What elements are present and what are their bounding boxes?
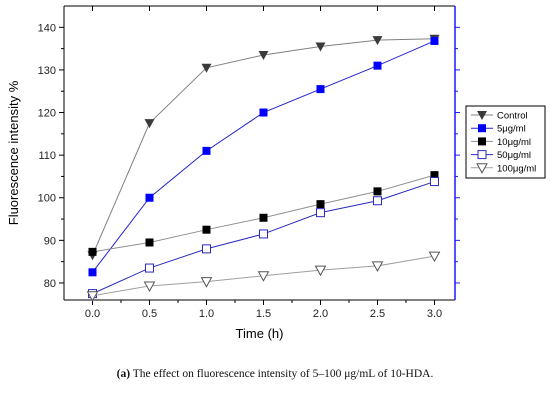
y-tick-label: 90 — [44, 235, 56, 247]
y-tick-label: 140 — [38, 22, 56, 34]
x-axis-title: Time (h) — [236, 326, 284, 341]
line-chart: 0.0 0.5 1.0 1.5 2.0 2.5 3.0 80 90 100 110 120 130 140… — [6, 5, 546, 341]
legend-label: 5μg/ml — [497, 124, 526, 135]
data-point — [200, 277, 213, 288]
data-point — [88, 247, 97, 256]
data-point — [145, 238, 154, 247]
data-point — [316, 200, 325, 209]
data-point — [259, 213, 268, 222]
y-tick-label: 80 — [44, 278, 56, 290]
data-point — [373, 61, 382, 70]
series-2 — [88, 171, 439, 256]
data-point — [145, 193, 154, 202]
series-line — [92, 174, 435, 253]
data-point — [202, 225, 211, 234]
data-point — [202, 146, 211, 155]
y-tick-label: 130 — [38, 65, 56, 77]
series-1 — [88, 36, 439, 277]
x-tick-label: 1.0 — [199, 308, 214, 320]
series-0 — [87, 34, 440, 261]
data-point — [258, 229, 268, 239]
data-point — [201, 63, 212, 73]
legend-marker — [476, 163, 488, 174]
legend-label: 50μg/ml — [497, 150, 531, 161]
data-point — [257, 271, 270, 282]
data-point — [430, 171, 439, 180]
legend-marker — [478, 124, 486, 133]
y-tick-label: 110 — [38, 150, 56, 162]
caption-label: (a) — [116, 368, 131, 380]
data-point — [372, 36, 383, 46]
data-point — [315, 208, 325, 218]
data-point — [428, 251, 441, 263]
data-point — [86, 291, 99, 302]
figure-caption: (a) The effect on fluorescence intensity… — [0, 368, 550, 380]
data-point — [143, 281, 156, 292]
y-axis-title: Fluorescence intensity % — [6, 80, 21, 225]
legend-label: Control — [497, 111, 528, 122]
data-point — [144, 263, 154, 273]
data-point — [258, 51, 269, 60]
data-point — [314, 265, 327, 277]
legend-label: 10μg/ml — [497, 137, 531, 148]
data-point — [144, 119, 155, 129]
data-point — [259, 108, 268, 117]
x-tick-label: 2.0 — [313, 308, 328, 320]
legend-marker — [477, 111, 487, 120]
x-tick-label: 0.5 — [142, 308, 157, 320]
x-tick-label: 1.5 — [256, 308, 271, 320]
data-point — [88, 268, 97, 277]
y-tick-label: 120 — [38, 108, 56, 120]
data-point — [371, 261, 384, 272]
series-4 — [86, 251, 441, 302]
x-tick-label: 3.0 — [427, 308, 442, 320]
data-point — [201, 244, 211, 254]
legend-label: 100μg/ml — [497, 163, 536, 174]
legend-marker — [478, 137, 486, 146]
x-tick-label: 0.0 — [85, 308, 100, 320]
data-point — [373, 187, 382, 196]
x-tick-label: 2.5 — [370, 308, 385, 320]
series-line — [92, 38, 435, 256]
legend-marker — [477, 150, 487, 160]
legend: Control 5μg/ml 10μg/ml 50μg/ml 100μg/ml — [465, 105, 546, 179]
y-tick-label: 100 — [38, 193, 56, 205]
data-point — [315, 42, 326, 52]
series-layer — [86, 34, 441, 302]
data-point — [429, 177, 439, 187]
data-point — [372, 196, 382, 206]
caption-text: The effect on fluorescence intensity of … — [130, 368, 434, 380]
axes-layer: 0.0 0.5 1.0 1.5 2.0 2.5 3.0 80 90 100 110 120 130 140 — [38, 5, 460, 320]
data-point — [316, 85, 325, 94]
data-point — [430, 36, 439, 45]
